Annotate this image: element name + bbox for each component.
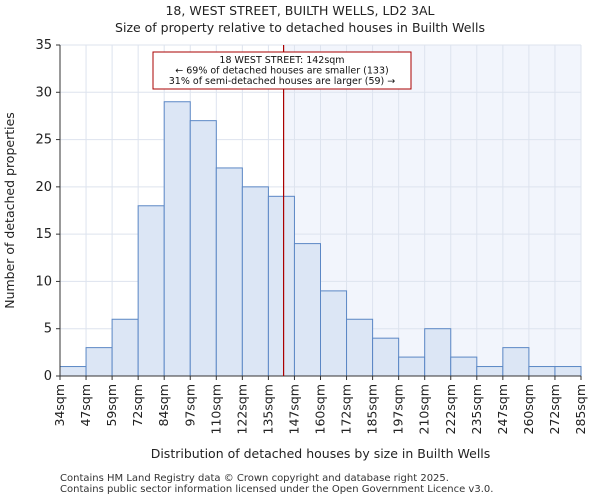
- chart-subtitle: Size of property relative to detached ho…: [115, 20, 485, 35]
- histogram-bar: [85, 347, 113, 377]
- histogram-bar: [215, 167, 243, 377]
- histogram-bar: [528, 366, 556, 377]
- x-tick-label: 172sqm: [339, 384, 354, 434]
- histogram-bar: [189, 120, 217, 377]
- histogram-bar: [554, 366, 582, 377]
- annotation-line-2: ← 69% of detached houses are smaller (13…: [175, 66, 388, 77]
- x-tick-label: 110sqm: [208, 384, 223, 434]
- x-tick-label: 147sqm: [286, 384, 301, 434]
- histogram-bar: [163, 101, 191, 377]
- y-tick-label: 30: [35, 85, 52, 100]
- y-tick-label: 5: [44, 322, 52, 337]
- x-tick-label: 59sqm: [104, 384, 119, 427]
- x-tick-label: 247sqm: [495, 384, 510, 434]
- x-tick-label: 72sqm: [130, 384, 145, 427]
- x-tick-label: 97sqm: [182, 384, 197, 427]
- x-axis-title: Distribution of detached houses by size …: [151, 446, 491, 461]
- histogram-bar: [293, 243, 322, 377]
- histogram-bar: [267, 195, 295, 377]
- histogram-bar: [346, 318, 374, 377]
- y-tick-label: 10: [35, 274, 52, 289]
- annotation-line-3: 31% of semi-detached houses are larger (…: [169, 76, 396, 87]
- x-tick-label: 84sqm: [156, 384, 171, 427]
- x-tick-label: 122sqm: [234, 384, 249, 434]
- x-tick-label: 272sqm: [547, 384, 562, 434]
- x-tick-label: 197sqm: [391, 384, 406, 434]
- chart-title-address: 18, WEST STREET, BUILTH WELLS, LD2 3AL: [165, 3, 435, 18]
- x-tick-label: 34sqm: [52, 384, 67, 427]
- y-tick-label: 35: [35, 38, 52, 53]
- x-tick-label: 185sqm: [365, 384, 380, 434]
- histogram-bar: [424, 328, 452, 377]
- y-tick-label: 25: [35, 133, 52, 148]
- histogram-bar: [372, 337, 400, 377]
- x-tick-label: 135sqm: [260, 384, 275, 434]
- histogram-bar: [137, 205, 165, 377]
- y-tick-label: 20: [35, 180, 52, 195]
- x-tick-label: 47sqm: [78, 384, 93, 427]
- histogram-bar: [398, 356, 426, 377]
- x-tick-label: 260sqm: [521, 384, 536, 434]
- annotation-box: [152, 51, 412, 90]
- y-tick-label: 0: [44, 369, 52, 384]
- y-axis-title: Number of detached properties: [2, 112, 17, 309]
- histogram-bar: [241, 186, 269, 377]
- x-tick-label: 160sqm: [313, 384, 328, 434]
- x-tick-label: 222sqm: [443, 384, 458, 434]
- histogram-bar: [59, 366, 87, 377]
- x-tick-label: 285sqm: [573, 384, 588, 434]
- histogram-bar: [450, 356, 478, 377]
- y-tick-label: 15: [35, 227, 52, 242]
- annotation-line-1: 18 WEST STREET: 142sqm: [219, 55, 344, 66]
- histogram-bar: [502, 347, 530, 377]
- histogram-bar: [476, 366, 504, 377]
- x-tick-label: 235sqm: [469, 384, 484, 434]
- footer-copyright: Contains HM Land Registry data © Crown c…: [60, 473, 449, 484]
- x-tick-label: 210sqm: [417, 384, 432, 434]
- histogram-bar: [320, 290, 348, 377]
- histogram-bar: [111, 318, 139, 377]
- footer-licence: Contains public sector information licen…: [60, 484, 494, 495]
